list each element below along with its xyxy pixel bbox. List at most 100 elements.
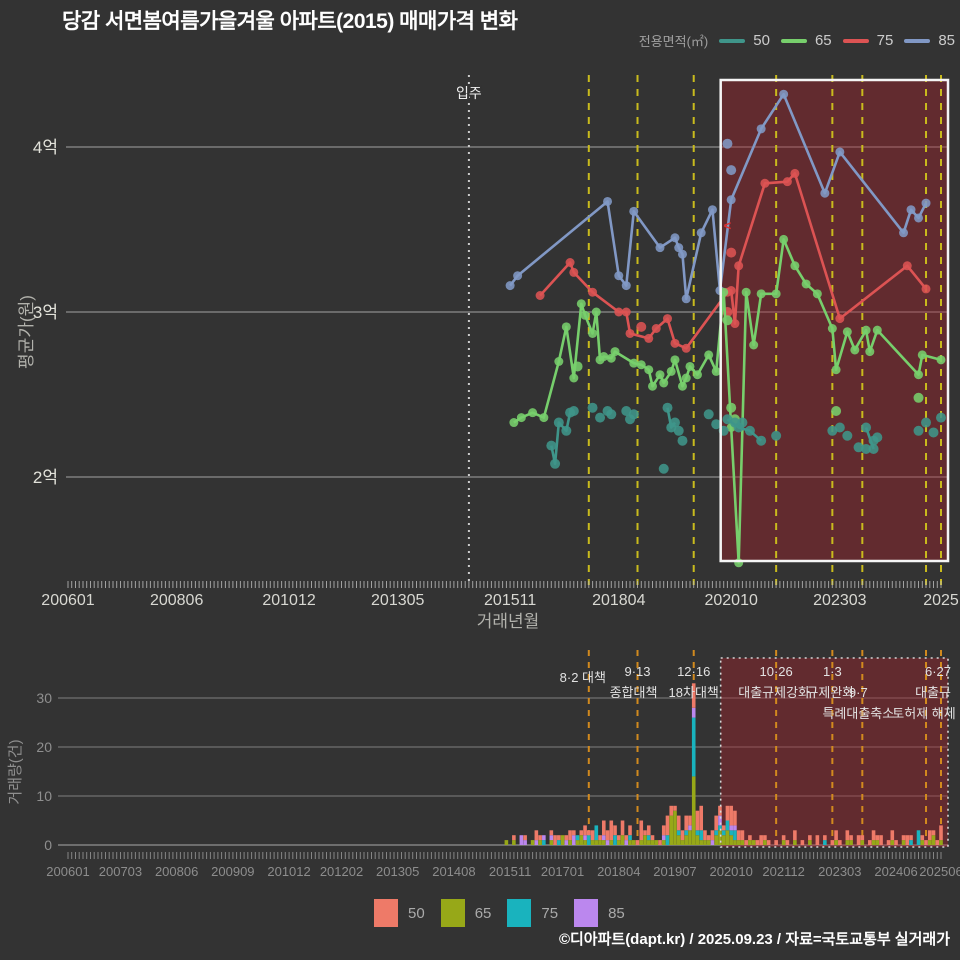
volume-bar-50 [613, 825, 617, 836]
legend-item-50: 50 [719, 32, 770, 49]
data-point [704, 350, 714, 360]
data-point [726, 402, 737, 413]
x-tick-label: 201305 [371, 592, 424, 609]
x-tick-label: 201804 [592, 592, 645, 609]
data-point [872, 432, 883, 443]
volume-bar-50 [800, 840, 805, 845]
volume-bar-65 [920, 840, 925, 845]
volume-bar-50 [763, 835, 767, 841]
volume-bar-50 [688, 815, 692, 826]
data-point [726, 286, 736, 296]
page-title: 당감 서면봄여름가을겨울 아파트(2015) 매매가격 변화 [62, 10, 518, 33]
volume-bar-50 [759, 835, 763, 845]
volume-bar-65 [849, 840, 853, 845]
volume-bar-50 [845, 830, 850, 841]
volume-bar-75 [646, 835, 651, 841]
data-point [568, 406, 579, 416]
volume-bar-50 [534, 830, 539, 841]
line-swatch-85 [904, 38, 931, 43]
data-point [669, 417, 680, 428]
data-point [831, 365, 841, 375]
data-point [760, 178, 770, 188]
volume-bar-85 [718, 815, 722, 826]
data-point [580, 310, 590, 320]
data-point [921, 417, 932, 428]
legend-title: 전용면적(㎡) [638, 34, 709, 49]
data-point [703, 409, 714, 420]
volume-bar-50 [927, 830, 932, 841]
volume-bar-50 [856, 835, 861, 845]
volume-bar-65 [733, 840, 737, 845]
policy-event-label: 9·13 [624, 664, 650, 679]
data-point [722, 315, 733, 326]
data-point [779, 89, 789, 99]
policy-event-label: 6·27 [925, 664, 951, 679]
data-point [655, 370, 665, 380]
volume-bar-65 [616, 840, 621, 845]
volume-bar-65 [725, 830, 730, 845]
volume-bar-50 [755, 840, 760, 845]
volume-bar-50 [875, 835, 880, 841]
volume-bar-85 [733, 825, 737, 831]
data-point [535, 291, 545, 300]
data-point [749, 340, 759, 350]
data-point [827, 425, 838, 436]
volume-bar-65 [793, 840, 797, 845]
x-tick-label: 202010 [704, 592, 757, 609]
y-tick-label: 3억 [33, 303, 58, 322]
data-point [914, 370, 924, 380]
volume-bar-50 [549, 830, 554, 836]
volume-bar-50 [620, 820, 625, 836]
data-point [539, 413, 549, 423]
volume-bar-75 [916, 830, 921, 845]
legend-item-85: 85 [574, 899, 625, 927]
volume-bar-75 [823, 840, 827, 845]
bar-swatch-75 [507, 899, 532, 927]
data-point [588, 287, 598, 297]
volume-bar-85 [549, 835, 554, 841]
volume-bar-65 [901, 840, 906, 845]
x-tick-label: 201907 [653, 864, 696, 879]
volume-bar-65 [845, 840, 850, 845]
data-point [561, 322, 571, 332]
volume-bar-50 [871, 830, 876, 841]
data-point [591, 307, 601, 317]
volume-bar-50 [849, 835, 853, 841]
volume-bar-65 [594, 840, 599, 845]
volume-bar-50 [894, 840, 898, 845]
data-point [550, 458, 561, 469]
volume-bar-50 [766, 840, 771, 845]
volume-bar-50 [572, 830, 576, 836]
data-point [831, 406, 842, 416]
x-tick-label: 200601 [41, 592, 94, 609]
data-point [842, 327, 852, 337]
volume-bar-85 [572, 835, 576, 845]
volume-bar-65 [781, 840, 786, 845]
data-point [648, 381, 658, 391]
legend-item-65: 65 [440, 899, 491, 927]
data-point [513, 271, 523, 281]
volume-bar-50 [909, 835, 913, 841]
data-point [835, 147, 845, 157]
data-point [913, 425, 924, 436]
data-point [771, 289, 781, 299]
volume-bar-50 [568, 830, 572, 841]
x-axis-title: 거래년월 [477, 612, 540, 631]
data-point [722, 138, 733, 149]
volume-bar-50 [924, 840, 928, 845]
y-axis-title: 평균가(원) [17, 295, 36, 369]
volume-bar-65 [729, 835, 733, 845]
x-tick-label: 202406 [874, 864, 917, 879]
volume-bar-50 [646, 825, 651, 836]
y-tick-label: 2억 [33, 468, 58, 487]
volume-bar-50 [684, 815, 689, 831]
data-point [861, 325, 871, 335]
volume-bar-50 [706, 835, 711, 841]
data-point [734, 261, 744, 271]
volume-bar-75 [575, 835, 580, 841]
watermark-source-text: ©디아파트(dapt.kr) / 2025.09.23 / 자료=국토교통부 실… [558, 931, 950, 948]
data-point [588, 328, 598, 338]
data-point [790, 168, 800, 178]
data-point [621, 281, 631, 291]
volume-bar-85 [624, 840, 629, 845]
